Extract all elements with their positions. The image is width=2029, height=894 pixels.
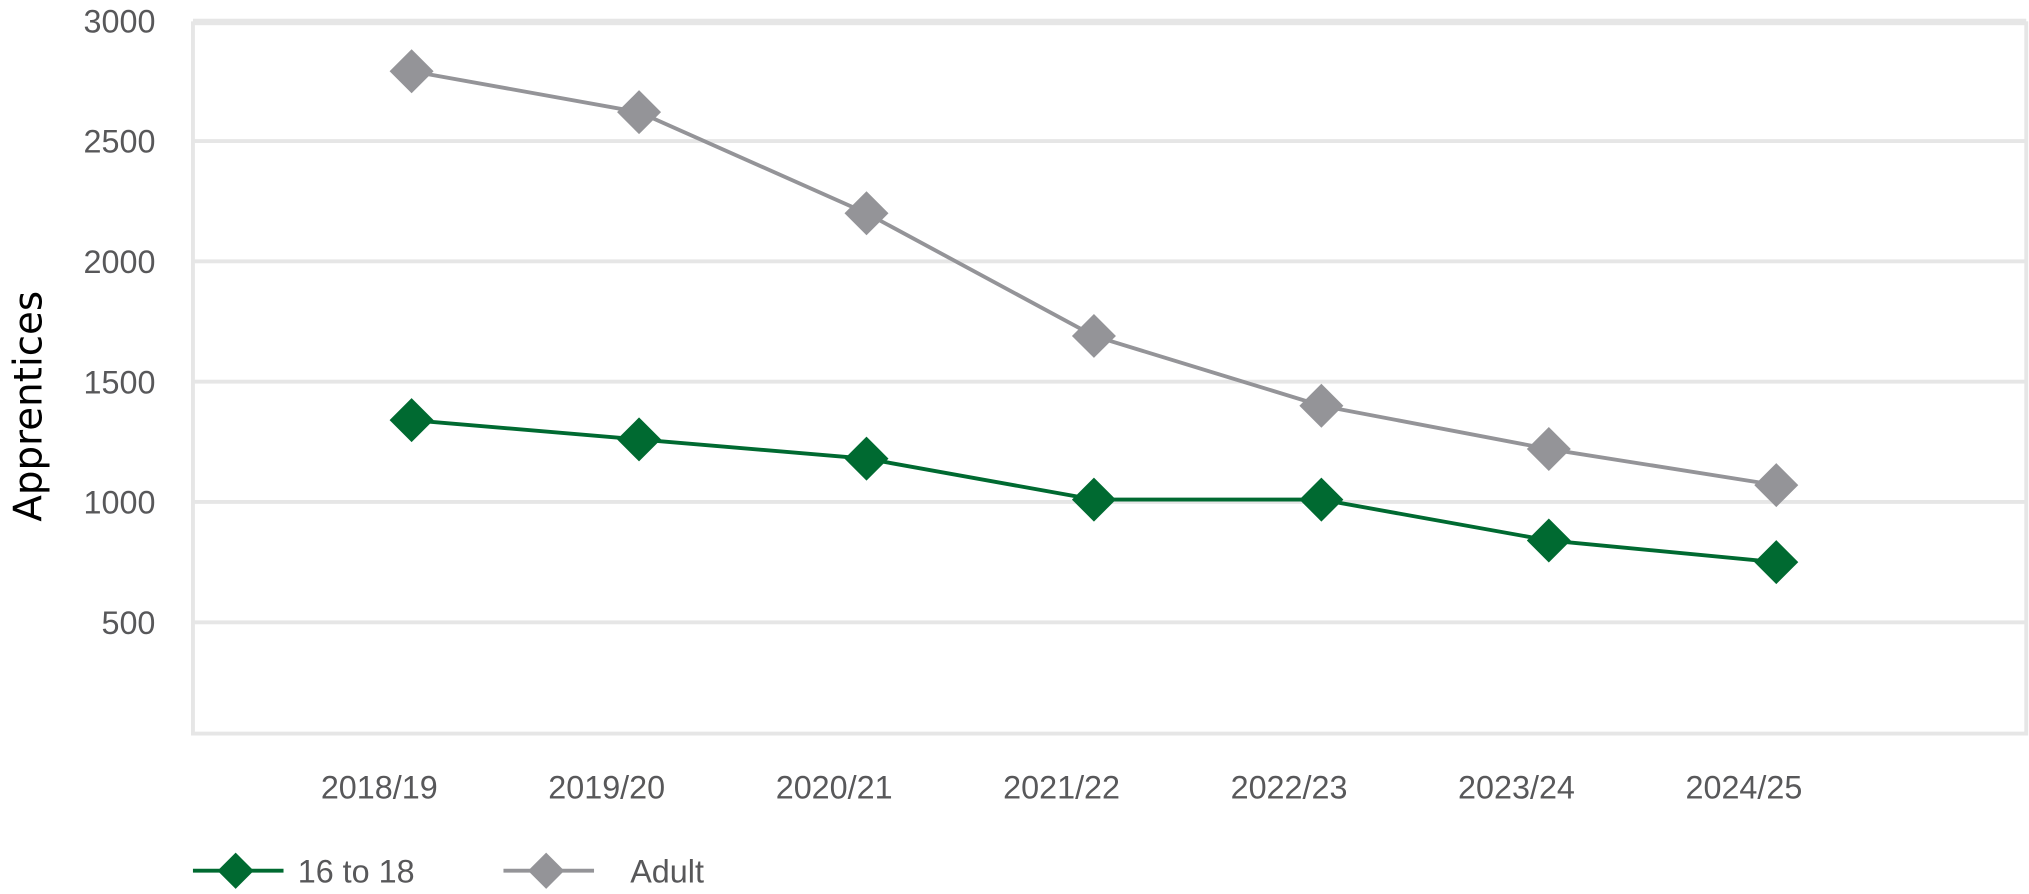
data-point-marker bbox=[1299, 477, 1344, 522]
data-point-marker bbox=[389, 398, 434, 443]
x-tick-label: 2023/24 bbox=[1458, 769, 1575, 805]
legend-label: Adult bbox=[630, 853, 704, 889]
y-tick-label: 1500 bbox=[84, 364, 156, 400]
y-axis-label: Apprentices bbox=[7, 291, 52, 522]
data-point-marker bbox=[1754, 463, 1799, 508]
data-point-marker bbox=[844, 436, 889, 481]
y-tick-label: 3000 bbox=[84, 3, 156, 39]
x-tick-label: 2021/22 bbox=[1003, 769, 1120, 805]
x-tick-label: 2020/21 bbox=[776, 769, 893, 805]
series-adult bbox=[389, 49, 1799, 508]
y-tick-label: 2000 bbox=[84, 244, 156, 280]
x-tick-label: 2024/25 bbox=[1686, 769, 1803, 805]
data-point-marker bbox=[1299, 383, 1344, 428]
series-16-to-18 bbox=[389, 398, 1799, 585]
legend-label: 16 to 18 bbox=[298, 853, 415, 889]
y-tick-label: 500 bbox=[101, 605, 155, 641]
legend-marker bbox=[528, 852, 565, 889]
y-axis-ticks: 500 1000 1500 2000 2500 3000 bbox=[84, 3, 156, 641]
data-point-marker bbox=[844, 191, 889, 236]
data-point-marker bbox=[1526, 518, 1571, 563]
y-tick-label: 2500 bbox=[84, 124, 156, 160]
y-tick-label: 1000 bbox=[84, 485, 156, 521]
data-point-marker bbox=[617, 417, 662, 462]
data-point-marker bbox=[389, 49, 434, 94]
x-tick-label: 2022/23 bbox=[1231, 769, 1348, 805]
legend: 16 to 18 Adult bbox=[192, 852, 704, 889]
legend-item: Adult bbox=[503, 852, 704, 889]
data-point-marker bbox=[1071, 313, 1116, 358]
data-point-marker bbox=[1526, 427, 1571, 472]
legend-item: 16 to 18 bbox=[192, 852, 415, 889]
data-point-marker bbox=[617, 90, 662, 135]
x-axis-ticks: 2018/19 2019/20 2020/21 2021/22 2022/23 2023/… bbox=[321, 769, 1803, 805]
x-tick-label: 2019/20 bbox=[548, 769, 665, 805]
data-point-marker bbox=[1071, 477, 1116, 522]
x-tick-label: 2018/19 bbox=[321, 769, 438, 805]
series-line bbox=[411, 69, 1777, 488]
gridlines bbox=[191, 18, 2029, 736]
plot-frame bbox=[191, 21, 2029, 736]
legend-marker bbox=[217, 852, 254, 889]
data-point-marker bbox=[1754, 540, 1799, 585]
